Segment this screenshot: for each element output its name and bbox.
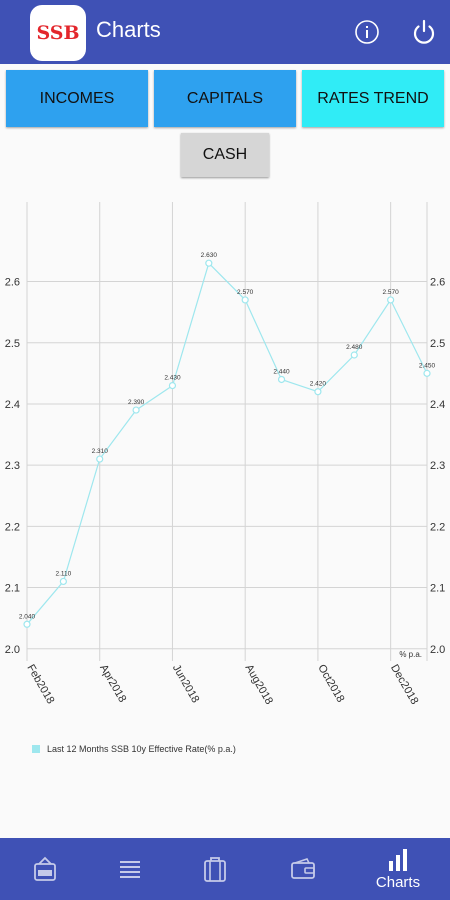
data-point bbox=[96, 455, 104, 463]
chart-legend: Last 12 Months SSB 10y Effective Rate(% … bbox=[32, 744, 236, 754]
y-tick-label: 2.2 bbox=[5, 521, 20, 533]
nav-charts[interactable]: Charts bbox=[353, 838, 443, 900]
x-tick-label: Apr2018 bbox=[97, 663, 128, 705]
nav-wallet[interactable] bbox=[258, 838, 348, 900]
data-label: 2.420 bbox=[310, 381, 327, 388]
data-label: 2.480 bbox=[346, 344, 363, 351]
data-point bbox=[314, 388, 322, 396]
data-label: 2.570 bbox=[237, 289, 254, 296]
data-point bbox=[205, 259, 213, 267]
cash-button-label: CASH bbox=[202, 146, 248, 163]
data-point bbox=[132, 406, 140, 414]
page-title: Charts bbox=[96, 17, 161, 42]
x-tick-label: Aug2018 bbox=[243, 663, 275, 707]
data-label: 2.630 bbox=[201, 252, 218, 259]
y-tick-label: 2.3 bbox=[5, 460, 20, 472]
tab-incomes[interactable]: INCOMES bbox=[6, 70, 148, 127]
tab-capitals[interactable]: CAPITALS bbox=[154, 70, 296, 127]
cash-button[interactable]: CASH bbox=[181, 133, 269, 177]
y-tick-label: 2.0 bbox=[5, 644, 20, 656]
tab-capitals-label: CAPITALS bbox=[186, 89, 264, 107]
data-label: 2.040 bbox=[19, 613, 36, 620]
data-label: 2.110 bbox=[55, 570, 71, 577]
x-tick-label: Oct2018 bbox=[315, 663, 346, 705]
data-point bbox=[168, 382, 177, 390]
y-tick-label: 2.6 bbox=[5, 277, 20, 289]
y-tick-label: 2.1 bbox=[5, 583, 20, 595]
app-bar: SSB Charts bbox=[0, 0, 450, 64]
new-document-icon bbox=[34, 856, 56, 881]
data-point bbox=[241, 296, 249, 304]
tab-rates-trend-label: RATES TREND bbox=[317, 89, 429, 107]
tab-rates-trend[interactable]: RATES TREND bbox=[302, 70, 444, 127]
nav-list[interactable] bbox=[85, 838, 175, 900]
nav-charts-label: Charts bbox=[375, 873, 421, 891]
nav-portfolio[interactable] bbox=[170, 838, 260, 900]
data-point bbox=[387, 296, 395, 304]
nav-new[interactable] bbox=[0, 838, 90, 900]
data-label: 2.390 bbox=[128, 399, 145, 406]
y-tick-label-right: 2.3 bbox=[430, 460, 445, 472]
data-label: 2.440 bbox=[273, 368, 290, 375]
legend-label: Last 12 Months SSB 10y Effective Rate(% … bbox=[47, 744, 236, 754]
y-tick-label-right: 2.4 bbox=[430, 399, 445, 411]
briefcase-icon bbox=[204, 857, 226, 882]
bottom-navigation: Charts bbox=[0, 838, 450, 900]
info-icon[interactable] bbox=[354, 19, 380, 45]
list-icon bbox=[120, 861, 140, 878]
data-point bbox=[423, 369, 431, 377]
y-tick-label-right: 2.1 bbox=[430, 583, 445, 595]
bar-chart-icon bbox=[389, 848, 407, 871]
x-tick-label: Jun2018 bbox=[170, 663, 202, 706]
y-unit-label: % p.a. bbox=[399, 650, 422, 659]
data-point bbox=[23, 620, 31, 628]
y-tick-label-right: 2.6 bbox=[430, 277, 445, 289]
data-label: 2.430 bbox=[164, 375, 181, 382]
ssb-logo: SSB bbox=[30, 5, 86, 61]
wallet-icon bbox=[291, 858, 315, 879]
data-point bbox=[277, 375, 286, 384]
tab-incomes-label: INCOMES bbox=[39, 89, 115, 107]
y-tick-label-right: 2.2 bbox=[430, 521, 445, 533]
y-tick-label: 2.4 bbox=[5, 399, 20, 411]
logo-text: SSB bbox=[36, 22, 80, 44]
x-tick-label: Dec2018 bbox=[388, 663, 420, 707]
rates-trend-chart: 2.0 2.0 2.1 2.1 2.2 2.2 2.3 2.3 2.4 2.4 2.5 2.5 2.6 2… bbox=[5, 202, 445, 707]
series-line bbox=[26, 262, 428, 625]
data-point bbox=[350, 351, 358, 359]
power-icon[interactable] bbox=[411, 18, 437, 46]
y-tick-label-right: 2.5 bbox=[430, 338, 445, 350]
data-label: 2.570 bbox=[382, 289, 399, 296]
data-label: 2.310 bbox=[92, 448, 109, 455]
y-tick-label: 2.5 bbox=[5, 338, 20, 350]
x-tick-label: Feb2018 bbox=[24, 663, 56, 707]
y-tick-label-right: 2.0 bbox=[430, 644, 445, 656]
data-label: 2.450 bbox=[419, 362, 436, 369]
data-point bbox=[59, 577, 67, 586]
legend-swatch bbox=[32, 745, 40, 753]
